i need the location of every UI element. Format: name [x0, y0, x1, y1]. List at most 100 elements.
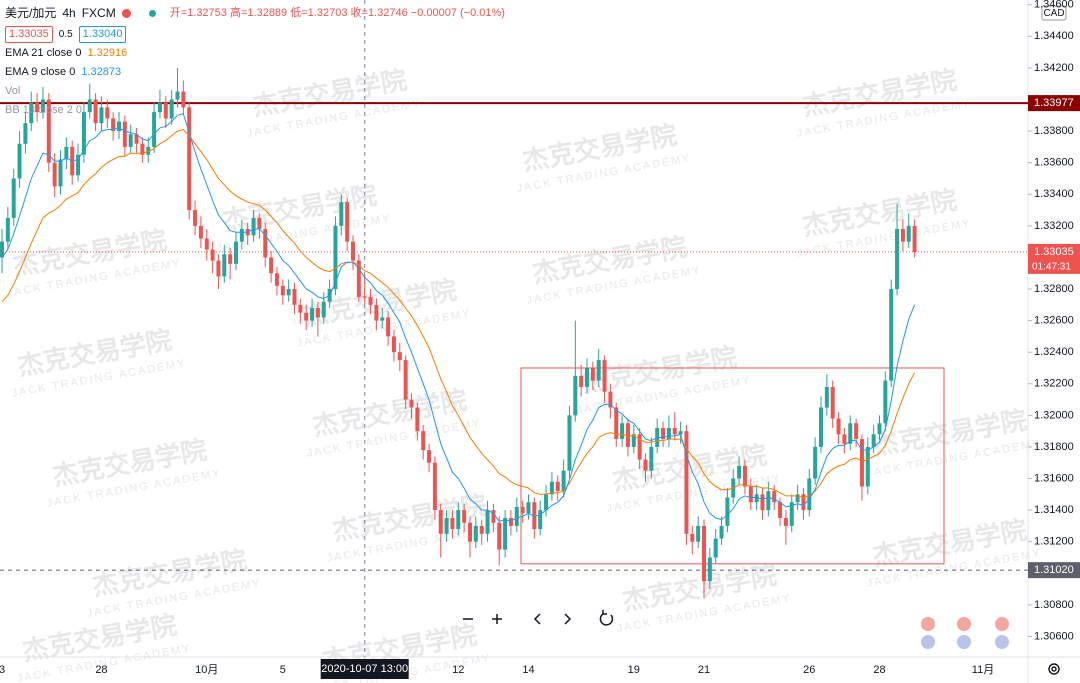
candle-body [222, 254, 227, 277]
candle-body [216, 260, 221, 277]
y-tick-label: 1.31400 [1034, 504, 1074, 516]
candle-body [789, 502, 794, 526]
currency-box[interactable] [1041, 5, 1067, 21]
y-tick-label: 1.32600 [1034, 315, 1074, 327]
candle-body [0, 241, 4, 258]
candle-body [824, 386, 829, 408]
gear-center[interactable] [1051, 666, 1057, 672]
market-status [121, 9, 131, 18]
ask[interactable]: 1.33040 [78, 26, 127, 43]
candle-body [625, 423, 630, 447]
candle-body [81, 112, 86, 155]
candle-body [187, 107, 192, 211]
price-tag [1028, 243, 1080, 274]
candle-body [46, 99, 51, 163]
candle-body [906, 225, 911, 242]
candle-body [561, 470, 566, 492]
candle-body [491, 510, 496, 523]
candle-body [819, 407, 823, 447]
bid[interactable]: 1.33035 [5, 26, 53, 43]
candle-body [754, 494, 759, 503]
settings-gear[interactable] [1048, 663, 1060, 675]
candle-body [356, 260, 361, 297]
candle-body [807, 478, 812, 511]
ema-line [1, 113, 916, 522]
event-flag [921, 635, 935, 649]
price-tag-label: 1.33035 [1034, 246, 1074, 258]
candle-body [193, 210, 198, 226]
x-tick-label: 28 [873, 664, 885, 676]
candle-body [497, 522, 502, 550]
candle-body [468, 522, 472, 542]
currency[interactable]: CAD [1043, 8, 1064, 19]
candle-body [479, 525, 484, 534]
reset-chart[interactable] [599, 610, 614, 626]
candle-body [105, 107, 110, 119]
candle-body [432, 462, 437, 511]
candle-body [234, 241, 238, 264]
candle-body [895, 229, 900, 290]
candle-body [526, 502, 531, 514]
candle-body [719, 525, 724, 539]
candle-body [631, 434, 636, 447]
candle-body [333, 225, 338, 290]
scroll-right[interactable] [564, 613, 572, 625]
candle-body [702, 525, 706, 582]
candle-body [40, 99, 45, 113]
y-tick-label: 1.31200 [1034, 536, 1074, 548]
candle-body [585, 367, 589, 387]
spread: 0.5 [58, 29, 73, 40]
candle-body [742, 465, 747, 487]
candle-body [286, 289, 291, 296]
candle-body [64, 146, 69, 160]
candle-body [269, 257, 274, 274]
high-value: 1.32889 [247, 7, 288, 19]
candle-body [538, 510, 543, 530]
ohlc: 开=1.32753 高=1.32889 低=1.32703 收=1.32746 … [170, 4, 505, 23]
candle-body [661, 427, 666, 440]
candle-body [690, 533, 695, 542]
zoom-controls[interactable] [463, 610, 614, 626]
x-tick-label: 19 [628, 664, 640, 676]
candle-body [117, 121, 121, 132]
candle-body [795, 494, 800, 503]
candle-body [362, 296, 367, 298]
candle-body [427, 450, 432, 463]
candle-body [444, 518, 449, 534]
quote-row: 1.33035 0.5 1.33040 [5, 25, 505, 44]
candle-body [666, 427, 671, 440]
candle-body [351, 241, 355, 261]
candle-body [760, 494, 765, 511]
gear-icon[interactable] [1048, 663, 1060, 675]
candle-body [175, 91, 180, 100]
candle-body [783, 518, 788, 526]
candle-body [99, 107, 104, 124]
candle-body [707, 557, 712, 582]
candle-body [748, 486, 753, 503]
candle-body [76, 154, 81, 176]
candle-body [772, 491, 777, 503]
candle-body [93, 99, 98, 124]
candle-body [29, 102, 34, 124]
candle-body [503, 518, 508, 550]
candle-body [801, 494, 806, 511]
candle-body [672, 427, 677, 435]
crosshair-tag [320, 659, 409, 679]
candle-body [280, 285, 285, 296]
candle-body [778, 502, 783, 519]
scroll-left[interactable] [533, 613, 541, 625]
candle-body [58, 159, 63, 187]
candle-body [228, 254, 233, 264]
candle-body [386, 317, 391, 337]
data-status [148, 10, 156, 17]
candle-body [5, 217, 10, 242]
y-tick-label: 1.33800 [1034, 125, 1074, 137]
candle-body [169, 99, 174, 119]
